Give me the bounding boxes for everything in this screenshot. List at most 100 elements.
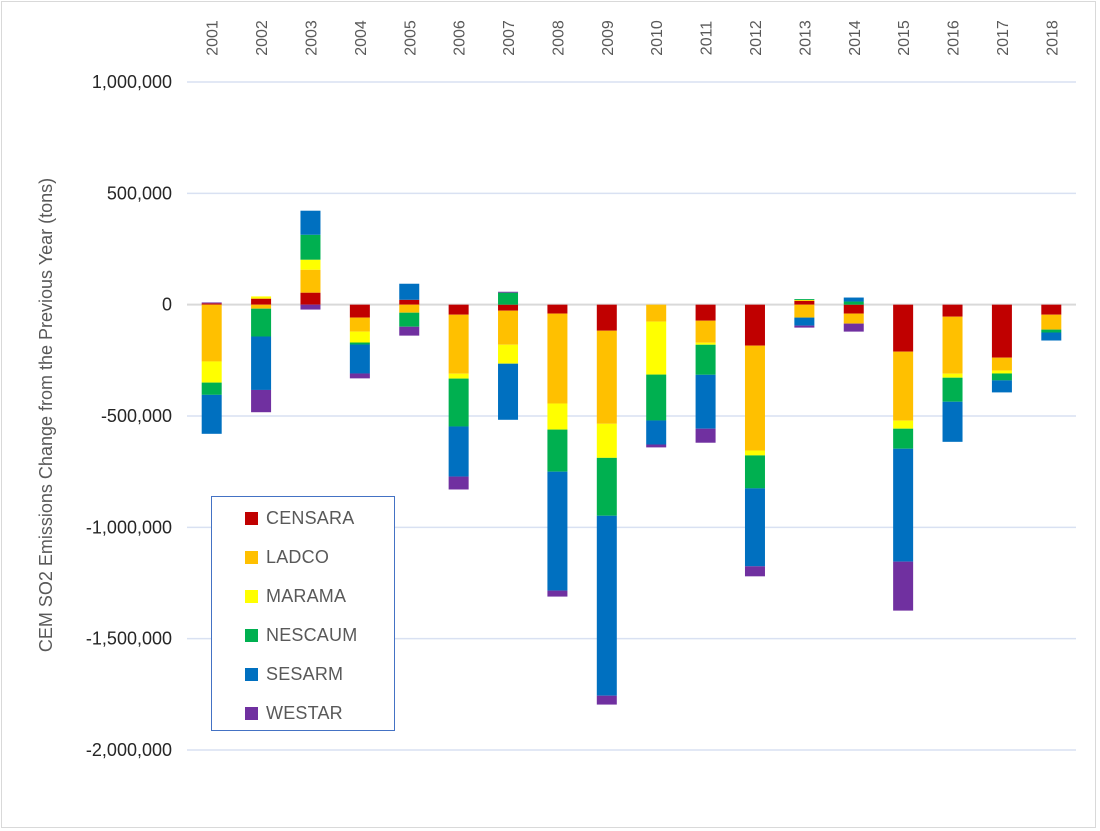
- bar-segment-sesarm-2004: [349, 344, 370, 374]
- bar-segment-ladco-2006: [448, 314, 469, 374]
- bar-segment-nescaum-2008: [547, 429, 568, 472]
- bar-segment-westar-2002: [251, 389, 272, 413]
- x-tick-label: 2017: [995, 20, 1012, 56]
- x-tick-label: 2009: [600, 20, 617, 56]
- bar-segment-nescaum-2012: [744, 455, 765, 489]
- x-tick-label: 2005: [402, 20, 419, 56]
- bar-segment-sesarm-2010: [646, 420, 667, 445]
- bar-segment-sesarm-2002: [251, 336, 272, 390]
- y-tick-label: -1,000,000: [86, 517, 172, 537]
- bar-segment-westar-2010: [646, 444, 667, 448]
- bar-segment-ladco-2008: [547, 313, 568, 404]
- x-tick-label: 2018: [1044, 20, 1061, 56]
- legend-label: MARAMA: [266, 585, 347, 606]
- bar-segment-nescaum-2004: [349, 342, 370, 345]
- bar-segment-nescaum-2015: [893, 428, 914, 449]
- bar-segment-nescaum-2003: [300, 234, 321, 260]
- bar-segment-nescaum-2001: [201, 382, 222, 395]
- x-tick-label: 2012: [748, 20, 765, 56]
- x-tick-label: 2016: [946, 20, 963, 56]
- bar-segment-sesarm-2011: [695, 374, 716, 429]
- bar-segment-marama-2006: [448, 373, 469, 379]
- bar-segment-nescaum-2006: [448, 378, 469, 427]
- bars: [201, 210, 1062, 705]
- bar-segment-sesarm-2006: [448, 426, 469, 477]
- bar-segment-nescaum-2005: [399, 312, 420, 327]
- bar-segment-censara-2015: [893, 304, 914, 352]
- bar-segment-ladco-2007: [498, 310, 519, 345]
- legend-label: CENSARA: [266, 507, 355, 528]
- bar-segment-nescaum-2002: [251, 308, 272, 337]
- bar-segment-ladco-2011: [695, 320, 716, 343]
- x-tick-label: 2015: [896, 20, 913, 56]
- legend-swatch: [245, 550, 258, 564]
- bar-segment-nescaum-2011: [695, 344, 716, 375]
- bar-segment-censara-2005: [399, 299, 420, 305]
- bar-segment-marama-2002: [251, 296, 272, 299]
- bar-segment-censara-2008: [547, 304, 568, 314]
- bar-segment-ladco-2003: [300, 269, 321, 293]
- legend-item-ladco: LADCO: [245, 546, 329, 568]
- y-tick-label: -1,500,000: [86, 629, 172, 649]
- legend-item-sesarm: SESARM: [245, 663, 343, 685]
- legend-swatch: [245, 628, 258, 642]
- bar-segment-ladco-2004: [349, 317, 370, 332]
- bar-segment-westar-2013: [794, 325, 815, 328]
- bar-segment-nescaum-2014: [843, 301, 864, 305]
- x-tick-label: 2006: [452, 20, 469, 56]
- x-tick-label: 2008: [550, 20, 567, 56]
- x-tick-label: 2002: [254, 20, 271, 56]
- bar-segment-ladco-2005: [399, 304, 420, 313]
- bar-segment-sesarm-2003: [300, 210, 321, 235]
- bar-segment-censara-2009: [596, 304, 617, 331]
- bar-segment-censara-2002: [251, 298, 272, 305]
- bar-segment-marama-2010: [646, 321, 667, 375]
- bar-segment-sesarm-2001: [201, 394, 222, 434]
- bar-segment-censara-2007: [498, 304, 519, 311]
- bar-segment-ladco-2018: [1041, 314, 1062, 330]
- legend-swatch: [245, 589, 258, 603]
- legend-label: LADCO: [266, 546, 330, 567]
- legend-label: WESTAR: [266, 702, 343, 723]
- bar-segment-nescaum-2010: [646, 374, 667, 421]
- bar-segment-ladco-2009: [596, 330, 617, 424]
- y-tick-label: 0: [162, 295, 172, 315]
- bar-segment-westar-2003: [300, 304, 321, 310]
- legend-item-censara: CENSARA: [245, 507, 354, 529]
- bar-segment-marama-2016: [942, 373, 963, 378]
- y-tick-label: 500,000: [107, 183, 172, 203]
- bar-segment-marama-2001: [201, 361, 222, 383]
- bar-segment-sesarm-2005: [399, 283, 420, 300]
- legend-swatch: [245, 511, 258, 525]
- bar-segment-censara-2018: [1041, 304, 1062, 315]
- bar-segment-nescaum-2018: [1041, 329, 1062, 333]
- bar-segment-ladco-2010: [646, 304, 667, 322]
- bar-segment-sesarm-2013: [794, 317, 815, 326]
- bar-segment-westar-2008: [547, 590, 568, 597]
- bar-segment-sesarm-2015: [893, 448, 914, 562]
- bar-segment-censara-2014: [843, 304, 864, 314]
- bar-segment-westar-2009: [596, 695, 617, 705]
- bar-segment-sesarm-2009: [596, 515, 617, 696]
- bar-segment-westar-2015: [893, 561, 914, 611]
- bar-segment-nescaum-2007: [498, 292, 519, 305]
- bar-segment-marama-2017: [991, 370, 1012, 374]
- y-tick-label: -2,000,000: [86, 740, 172, 760]
- bar-segment-marama-2013: [794, 299, 815, 301]
- bar-segment-marama-2007: [498, 344, 519, 364]
- bar-segment-ladco-2013: [794, 304, 815, 318]
- bar-segment-ladco-2002: [251, 304, 272, 309]
- bar-segment-censara-2004: [349, 304, 370, 318]
- bar-segment-ladco-2012: [744, 345, 765, 451]
- legend-item-westar: WESTAR: [245, 702, 343, 724]
- legend-item-marama: MARAMA: [245, 585, 346, 607]
- x-tick-label: 2004: [353, 20, 370, 56]
- legend: CENSARA LADCO MARAMA NESCAUM SESARM WESTAR: [211, 496, 395, 731]
- bar-segment-nescaum-2013: [794, 299, 815, 300]
- bar-segment-marama-2012: [744, 450, 765, 456]
- bar-segment-westar-2001: [201, 302, 222, 304]
- bar-segment-censara-2013: [794, 300, 815, 305]
- bar-segment-westar-2012: [744, 566, 765, 577]
- bar-segment-sesarm-2007: [498, 363, 519, 420]
